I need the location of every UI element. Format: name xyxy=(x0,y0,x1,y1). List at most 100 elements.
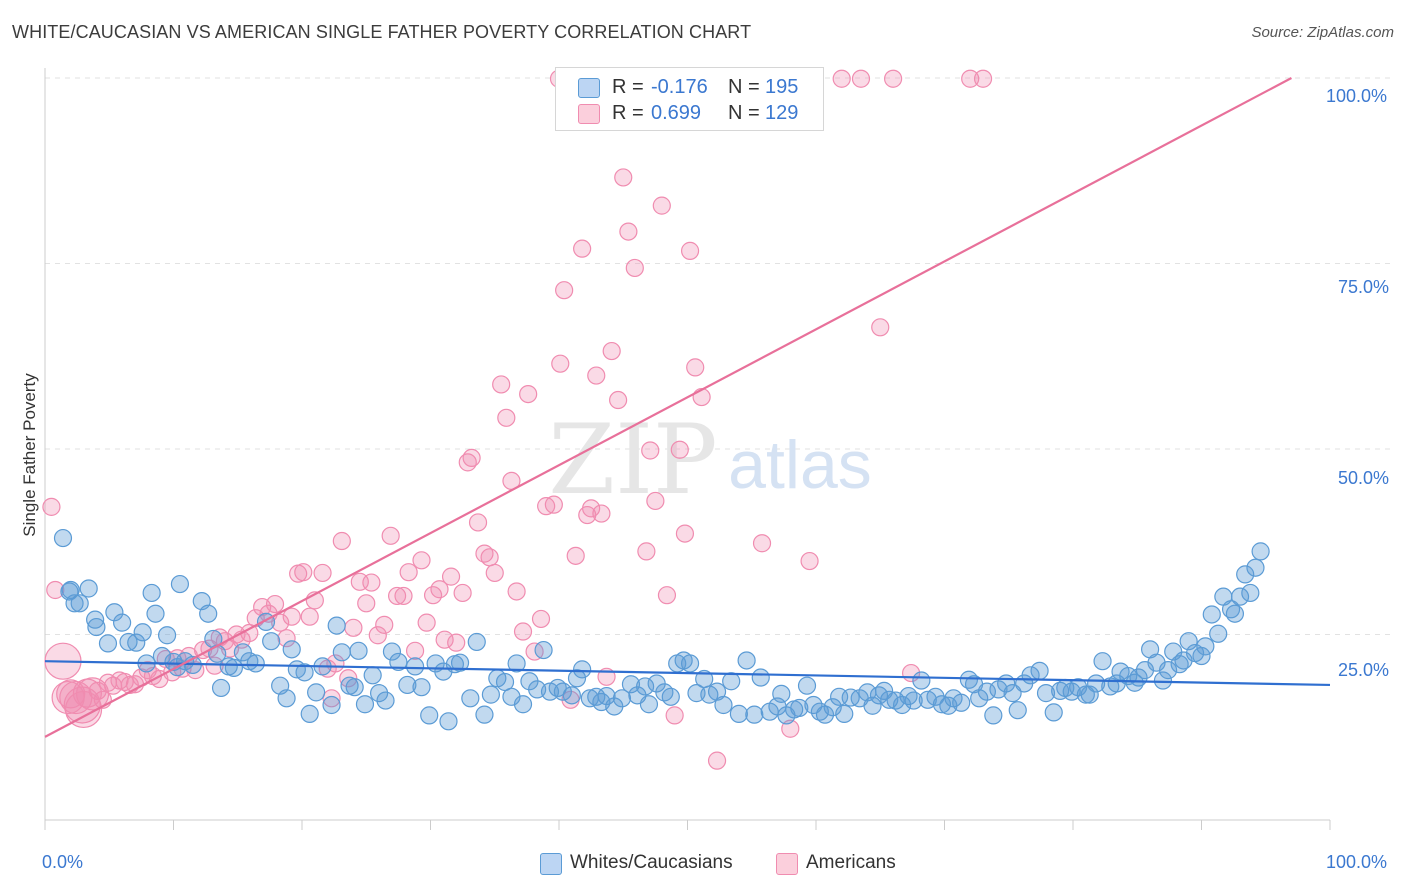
whites-point xyxy=(467,632,486,652)
whites-point xyxy=(133,623,152,642)
whites-point xyxy=(863,696,882,715)
americans-point xyxy=(375,615,394,634)
whites-point xyxy=(1030,661,1049,680)
whites-point xyxy=(507,654,526,673)
whites-point xyxy=(412,678,431,697)
americans-point xyxy=(525,642,544,661)
americans-point xyxy=(313,563,332,583)
whites-point xyxy=(722,672,741,691)
whites-point xyxy=(977,682,997,701)
whites-point xyxy=(300,704,319,723)
r-value: 0.699 xyxy=(651,102,702,124)
americans-point xyxy=(447,633,466,652)
americans-point xyxy=(294,563,313,582)
americans-point xyxy=(652,196,671,215)
whites-point xyxy=(98,634,118,653)
whites-point xyxy=(553,682,572,701)
whites-point xyxy=(327,616,346,635)
whites-point xyxy=(912,671,931,690)
whites-point xyxy=(1202,605,1221,624)
whites-point xyxy=(1080,685,1099,704)
whites-point xyxy=(1192,646,1211,666)
whites-point xyxy=(262,632,281,651)
whites-point xyxy=(119,632,138,652)
legend-swatch-whites xyxy=(540,853,562,875)
whites-point xyxy=(1225,604,1245,623)
americans-point xyxy=(42,497,61,516)
y-tick-label-75: 75.0% xyxy=(1338,277,1390,297)
americans-point xyxy=(265,594,285,614)
whites-point xyxy=(389,652,408,672)
whites-point xyxy=(439,712,458,731)
whites-point xyxy=(405,657,425,676)
whites-point xyxy=(1044,703,1063,722)
whites-point xyxy=(382,642,402,661)
y-tick-label-100: 100.0% xyxy=(1326,86,1388,106)
americans-point xyxy=(555,281,574,300)
americans-point xyxy=(587,366,606,385)
americans-point xyxy=(637,542,656,561)
americans-point xyxy=(871,318,890,337)
americans-trend-line xyxy=(44,77,1292,738)
whites-point xyxy=(1087,674,1106,693)
americans-point xyxy=(381,526,400,545)
whites-point xyxy=(772,684,791,703)
whites-point xyxy=(450,653,470,672)
whites-point xyxy=(307,683,326,702)
americans-point xyxy=(670,440,689,459)
whites-point xyxy=(745,705,764,724)
americans-point xyxy=(387,586,407,606)
axes xyxy=(44,68,1331,830)
whites-point xyxy=(926,687,945,706)
whites-point xyxy=(277,689,296,708)
whites-point xyxy=(904,691,923,710)
americans-point xyxy=(271,613,290,632)
whites-point xyxy=(332,643,351,662)
americans-point xyxy=(961,69,980,88)
whites-point xyxy=(398,675,417,695)
r-value: -0.176 xyxy=(651,76,708,98)
americans-point xyxy=(468,513,488,532)
americans-point xyxy=(566,546,585,565)
whites-point xyxy=(1241,583,1260,603)
whites-point xyxy=(282,640,301,659)
gridlines xyxy=(45,77,1395,635)
americans-point xyxy=(646,491,665,511)
whites-point xyxy=(295,663,314,682)
whites-point xyxy=(481,685,500,704)
americans-point xyxy=(665,706,684,725)
whites-point xyxy=(534,640,553,660)
americans-point xyxy=(480,548,499,567)
whites-point xyxy=(1036,684,1056,703)
americans-point xyxy=(641,441,660,460)
americans-point xyxy=(51,680,85,715)
americans-point xyxy=(339,669,358,688)
whites-point xyxy=(86,610,105,629)
americans-point xyxy=(800,551,819,571)
whites-point xyxy=(984,706,1003,725)
whites-point xyxy=(87,617,106,637)
whites-point xyxy=(932,695,952,714)
whites-point xyxy=(199,604,218,623)
americans-point xyxy=(412,551,431,570)
americans-point xyxy=(507,582,526,601)
whites-point xyxy=(1230,587,1250,606)
americans-point xyxy=(492,375,511,394)
americans-point xyxy=(462,448,481,468)
americans-point xyxy=(441,567,461,586)
americans-point xyxy=(322,689,341,708)
whites-point xyxy=(513,695,533,714)
americans-point xyxy=(707,751,727,770)
whites-point xyxy=(53,528,73,548)
whites-point xyxy=(355,695,375,714)
americans-point xyxy=(883,69,903,88)
americans-point xyxy=(435,630,454,649)
whites-point xyxy=(1153,671,1173,690)
whites-trend-line xyxy=(44,660,1331,687)
whites-point xyxy=(157,626,177,645)
whites-point xyxy=(79,579,98,598)
whites-point xyxy=(751,668,770,687)
americans-point xyxy=(344,618,363,637)
americans-point xyxy=(453,583,472,603)
whites-point xyxy=(790,698,809,718)
